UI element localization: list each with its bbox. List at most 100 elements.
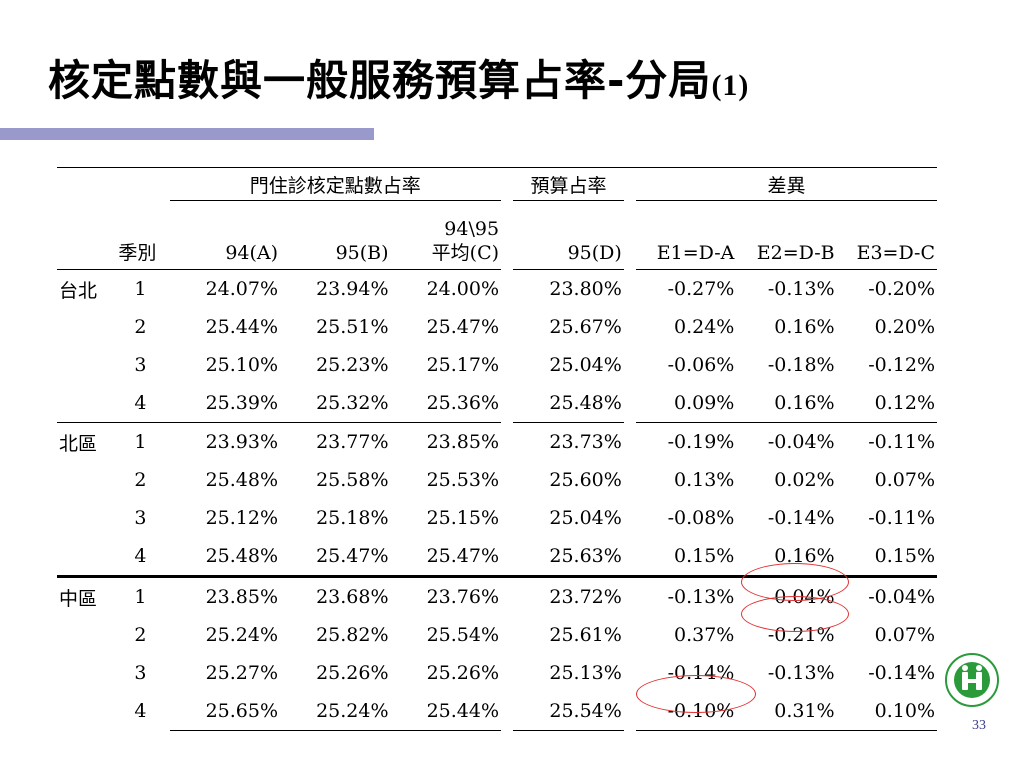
value-cell-b: 25.51% [316, 316, 389, 338]
value-cell-a: 25.10% [205, 354, 279, 376]
region-cell [57, 499, 116, 537]
value-cell-e1: 0.24% [673, 316, 735, 338]
value-cell-c: 25.53% [426, 469, 500, 491]
value-cell-e2: -0.13% [767, 662, 835, 684]
table-row: 3 25.27% 25.26% 25.26% 25.13% -0.14% -0.13% -0.… [57, 654, 937, 692]
value-cell-c: 25.15% [426, 507, 500, 529]
value-cell-e2: -0.14% [767, 507, 835, 529]
col-header-avg-bottom: 平均(C) [431, 242, 500, 264]
region-cell [57, 654, 116, 692]
value-cell-e3: -0.11% [868, 507, 935, 529]
value-cell-c: 24.00% [426, 278, 500, 300]
quarter-cell: 4 [134, 392, 147, 414]
value-cell-e3: 0.07% [874, 469, 935, 491]
value-cell-e1: 0.09% [636, 384, 737, 423]
group-header-points-share: 門住診核定點數占率 [169, 167, 502, 201]
value-cell-c: 23.85% [390, 422, 502, 461]
column-header-row: 季別 94(A) 95(B) 94\95 平均(C) 95(D) E1=D-A … [57, 200, 937, 270]
value-cell-a: 24.07% [205, 278, 279, 300]
spacer-cell [624, 461, 636, 499]
region-cell: 北區 [57, 422, 117, 461]
table-row: 台北 1 24.07% 23.94% 24.00% 23.80% -0.27% -0.13% -… [57, 270, 937, 309]
value-cell-d: 23.73% [513, 422, 624, 461]
slide-title: 核定點數與一般服務預算占率-分局(1) [48, 56, 749, 111]
region-cell [57, 384, 116, 423]
region-cell [57, 461, 116, 499]
value-cell-e3: 0.12% [836, 384, 937, 423]
value-cell-b: 23.68% [280, 575, 391, 616]
quarter-cell: 3 [134, 662, 147, 684]
quarter-cell: 3 [134, 507, 147, 529]
spacer-cell [501, 346, 513, 384]
value-cell-e3: 0.07% [874, 624, 935, 646]
value-cell-d: 25.63% [513, 537, 624, 577]
value-cell-e1: -0.08% [667, 507, 735, 529]
value-cell-e3: -0.20% [868, 278, 935, 300]
quarter-cell: 2 [134, 316, 147, 338]
value-cell-e3: -0.11% [836, 422, 937, 461]
value-cell-e1: 0.13% [673, 469, 735, 491]
nhi-logo-icon [945, 653, 999, 707]
spacer-cell [624, 537, 636, 577]
quarter-cell: 1 [116, 422, 170, 461]
value-cell-a: 25.65% [169, 692, 281, 731]
value-cell-e2: -0.04% [736, 422, 837, 461]
value-cell-d: 25.04% [549, 507, 622, 529]
spacer-cell [623, 575, 637, 616]
value-cell-c: 25.17% [426, 354, 500, 376]
col-header-e3: E3=D-C [836, 200, 937, 270]
value-cell-e1: -0.27% [667, 278, 735, 300]
title-accent-bar [0, 128, 374, 140]
value-cell-b: 25.82% [316, 624, 389, 646]
value-cell-b: 25.24% [280, 692, 391, 731]
value-cell-e2: 0.31% [736, 692, 837, 731]
group-header-diff: 差異 [636, 167, 937, 201]
table-row: 2 25.48% 25.58% 25.53% 25.60% 0.13% 0.02% 0.07% [57, 461, 937, 499]
slide-title-main: 核定點數與一般服務預算占率-分局 [48, 56, 712, 105]
region-cell: 台北 [59, 279, 98, 302]
spacer-cell [501, 537, 513, 577]
value-cell-e3: -0.12% [868, 354, 935, 376]
table-row: 3 25.12% 25.18% 25.15% 25.04% -0.08% -0.14% -0.… [57, 499, 937, 537]
value-cell-e1: -0.06% [667, 354, 735, 376]
region-cell [57, 616, 116, 654]
quarter-cell: 1 [116, 575, 170, 616]
value-cell-e3: 0.15% [836, 537, 937, 577]
value-cell-e2: 0.02% [774, 469, 835, 491]
value-cell-d: 25.04% [549, 354, 622, 376]
col-header-avg-top: 94\95 [444, 218, 500, 240]
col-header-quarter: 季別 [116, 200, 170, 270]
spacer-cell [624, 616, 636, 654]
value-cell-b: 25.32% [280, 384, 391, 423]
group-header-budget-share: 預算占率 [513, 167, 624, 201]
value-cell-a: 25.48% [169, 537, 281, 577]
col-header-budget-95: 95(D) [513, 200, 624, 270]
spacer-cell [501, 384, 513, 423]
value-cell-c: 23.76% [390, 575, 502, 616]
table-row: 4 25.65% 25.24% 25.44% 25.54% -0.10% 0.31% 0.10… [57, 692, 937, 731]
value-cell-e3: -0.14% [868, 662, 935, 684]
value-cell-a: 25.39% [169, 384, 281, 423]
value-cell-a: 23.93% [169, 422, 281, 461]
table-row: 2 25.44% 25.51% 25.47% 25.67% 0.24% 0.16% 0.20% [57, 308, 937, 346]
col-header-e2: E2=D-B [736, 200, 837, 270]
spacer-cell [624, 692, 636, 731]
col-header-avg: 94\95 平均(C) [390, 200, 502, 270]
value-cell-e2: 0.16% [774, 316, 835, 338]
value-cell-e1: 0.15% [636, 537, 737, 577]
value-cell-e1: -0.13% [636, 575, 737, 616]
value-cell-a: 25.48% [205, 469, 279, 491]
table-row: 4 25.39% 25.32% 25.36% 25.48% 0.09% 0.16% 0.12% [57, 384, 937, 423]
value-cell-d: 25.60% [549, 469, 622, 491]
value-cell-b: 25.23% [316, 354, 389, 376]
region-cell [57, 308, 116, 346]
value-cell-c: 25.26% [426, 662, 500, 684]
value-cell-e3: -0.04% [836, 575, 937, 616]
value-cell-d: 25.48% [513, 384, 624, 423]
col-header-95: 95(B) [280, 200, 391, 270]
group-header-row: 門住診核定點數占率 預算占率 差異 [57, 167, 937, 201]
quarter-cell: 2 [134, 624, 147, 646]
spacer-cell [501, 499, 513, 537]
slide-title-suffix: (1) [711, 69, 750, 102]
spacer-cell [501, 616, 513, 654]
